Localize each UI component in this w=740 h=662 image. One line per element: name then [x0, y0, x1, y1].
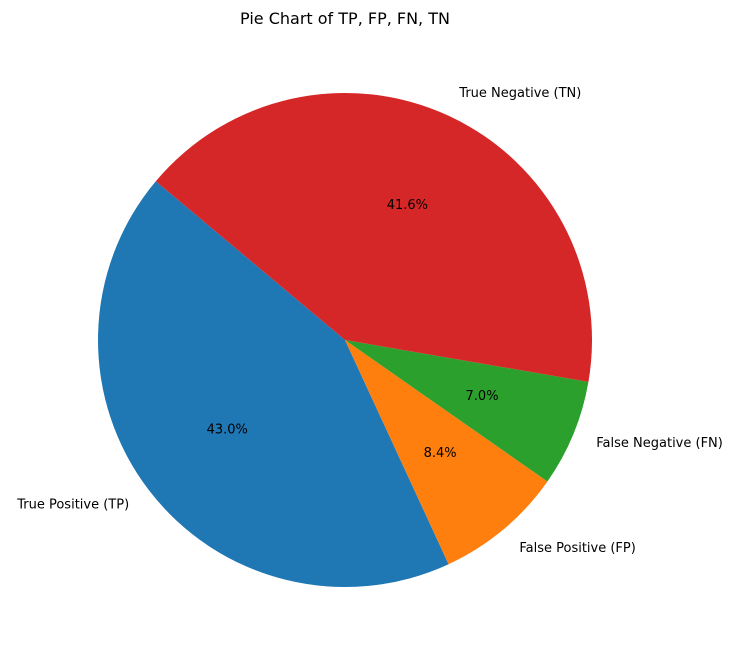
pie-slice-false-positive — [345, 340, 548, 565]
slice-percent-true-negative: 41.6% — [387, 198, 428, 213]
slice-label-false-positive: False Positive (FP) — [519, 541, 635, 556]
pie-slice-true-positive — [98, 181, 449, 587]
slice-percent-false-positive: 8.4% — [424, 446, 457, 461]
slice-percent-false-negative: 7.0% — [466, 389, 499, 404]
slice-label-false-negative: False Negative (FN) — [596, 436, 723, 451]
slice-label-true-negative: True Negative (TN) — [458, 86, 581, 101]
slice-percent-true-positive: 43.0% — [207, 423, 248, 438]
slice-label-true-positive: True Positive (TP) — [16, 498, 129, 513]
pie-slice-false-negative — [345, 340, 589, 482]
pie-labels: True Positive (TP) 43.0% False Positive (F… — [16, 86, 723, 556]
pie-slice-true-negative — [155, 92, 592, 382]
chart-title: Pie Chart of TP, FP, FN, TN — [240, 9, 450, 28]
pie-slices — [98, 92, 592, 587]
